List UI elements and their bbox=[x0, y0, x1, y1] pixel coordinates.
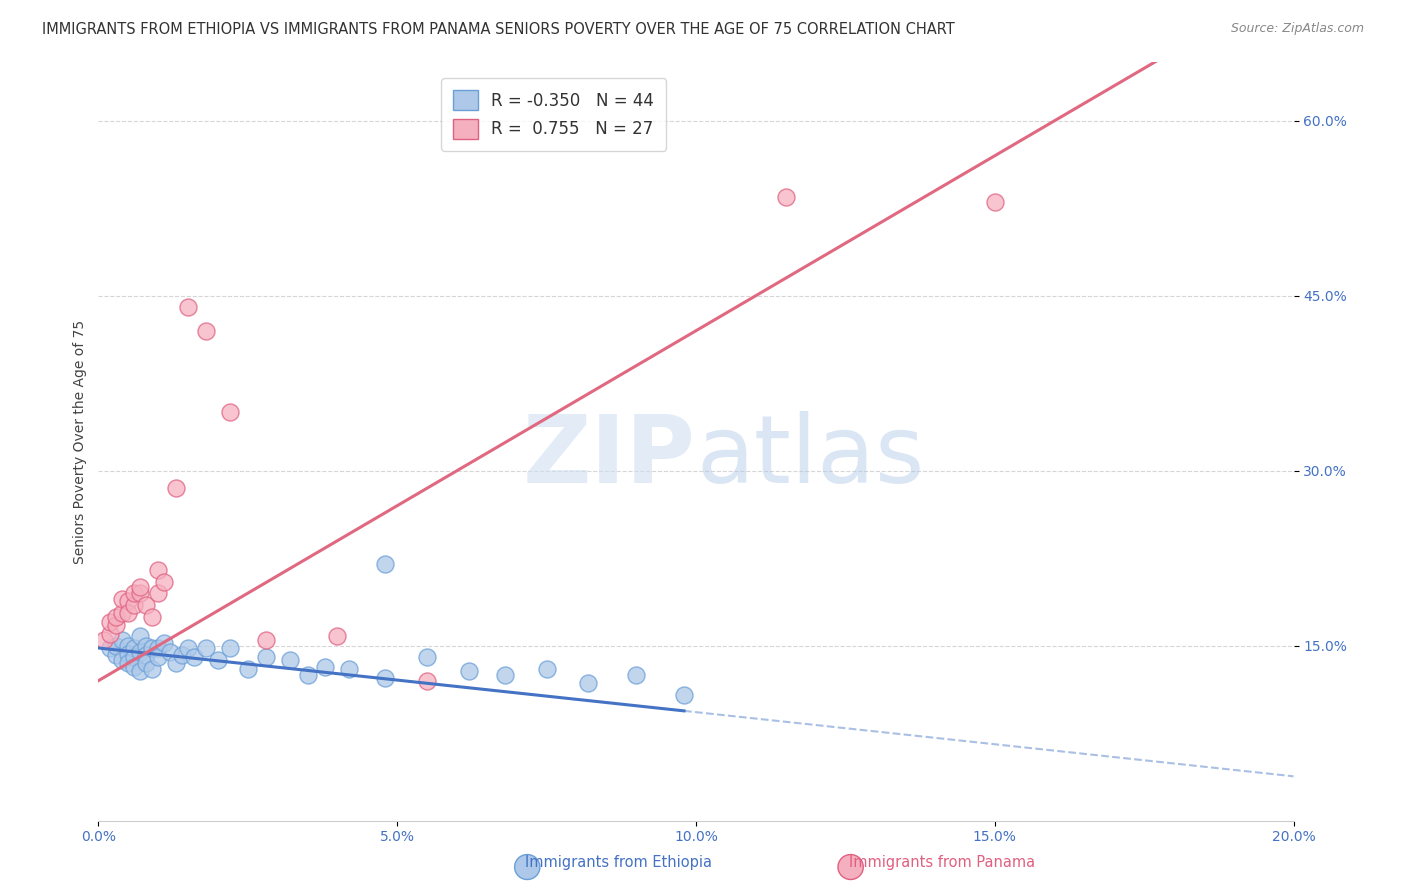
Point bbox=[339, 662, 361, 676]
Point bbox=[98, 615, 122, 630]
Point bbox=[135, 648, 157, 662]
Point bbox=[124, 650, 146, 665]
Point bbox=[254, 632, 277, 647]
Point bbox=[129, 665, 152, 679]
Point bbox=[135, 639, 157, 653]
Point bbox=[984, 195, 1007, 210]
Point bbox=[326, 629, 349, 643]
Point bbox=[148, 640, 170, 655]
Point bbox=[141, 640, 163, 655]
Point bbox=[111, 606, 134, 620]
Point bbox=[124, 640, 146, 655]
Point bbox=[458, 665, 481, 679]
Point bbox=[416, 673, 439, 688]
Legend: R = -0.350   N = 44, R =  0.755   N = 27: R = -0.350 N = 44, R = 0.755 N = 27 bbox=[441, 78, 666, 151]
Point bbox=[183, 650, 205, 665]
Text: IMMIGRANTS FROM ETHIOPIA VS IMMIGRANTS FROM PANAMA SENIORS POVERTY OVER THE AGE : IMMIGRANTS FROM ETHIOPIA VS IMMIGRANTS F… bbox=[42, 22, 955, 37]
Point bbox=[494, 668, 516, 682]
Point bbox=[117, 594, 139, 608]
Text: atlas: atlas bbox=[696, 410, 924, 503]
Point bbox=[148, 586, 170, 600]
Text: ZIP: ZIP bbox=[523, 410, 696, 503]
Point bbox=[177, 640, 200, 655]
Point bbox=[236, 662, 259, 676]
Point bbox=[626, 668, 648, 682]
Point bbox=[278, 653, 301, 667]
Point bbox=[536, 662, 558, 676]
Point bbox=[416, 650, 439, 665]
Point bbox=[219, 640, 242, 655]
Point bbox=[135, 656, 157, 670]
Point bbox=[129, 644, 152, 658]
Point bbox=[207, 653, 229, 667]
Point bbox=[165, 481, 187, 495]
Point bbox=[105, 639, 128, 653]
Point bbox=[111, 653, 134, 667]
Point bbox=[673, 688, 696, 702]
Point bbox=[195, 640, 218, 655]
Point bbox=[129, 580, 152, 594]
Point bbox=[165, 656, 187, 670]
Point bbox=[124, 586, 146, 600]
Point bbox=[105, 609, 128, 624]
Point bbox=[141, 609, 163, 624]
Point bbox=[374, 671, 396, 685]
Point bbox=[172, 648, 194, 662]
Point bbox=[254, 650, 277, 665]
Point bbox=[153, 636, 176, 650]
Point bbox=[775, 189, 797, 203]
Point bbox=[105, 617, 128, 632]
Point bbox=[297, 668, 319, 682]
Point bbox=[195, 324, 218, 338]
Point bbox=[98, 640, 122, 655]
Point bbox=[148, 650, 170, 665]
Point bbox=[117, 647, 139, 661]
Point bbox=[315, 659, 337, 673]
Point bbox=[148, 563, 170, 577]
Point bbox=[135, 598, 157, 612]
Point bbox=[177, 301, 200, 315]
Point bbox=[374, 557, 396, 571]
Point bbox=[129, 629, 152, 643]
Point bbox=[124, 659, 146, 673]
Point bbox=[111, 632, 134, 647]
Point bbox=[141, 662, 163, 676]
Text: Immigrants from Panama: Immigrants from Panama bbox=[849, 855, 1035, 870]
Point bbox=[159, 644, 181, 658]
Point bbox=[153, 574, 176, 589]
Point bbox=[117, 606, 139, 620]
Point bbox=[129, 586, 152, 600]
Text: Immigrants from Ethiopia: Immigrants from Ethiopia bbox=[524, 855, 713, 870]
Point bbox=[219, 405, 242, 419]
Point bbox=[117, 639, 139, 653]
Point bbox=[98, 627, 122, 641]
Point bbox=[117, 656, 139, 670]
Point bbox=[578, 676, 600, 690]
Text: Source: ZipAtlas.com: Source: ZipAtlas.com bbox=[1230, 22, 1364, 36]
Point bbox=[105, 648, 128, 662]
Point bbox=[93, 632, 115, 647]
Point bbox=[111, 592, 134, 607]
Y-axis label: Seniors Poverty Over the Age of 75: Seniors Poverty Over the Age of 75 bbox=[73, 319, 87, 564]
Point bbox=[124, 598, 146, 612]
